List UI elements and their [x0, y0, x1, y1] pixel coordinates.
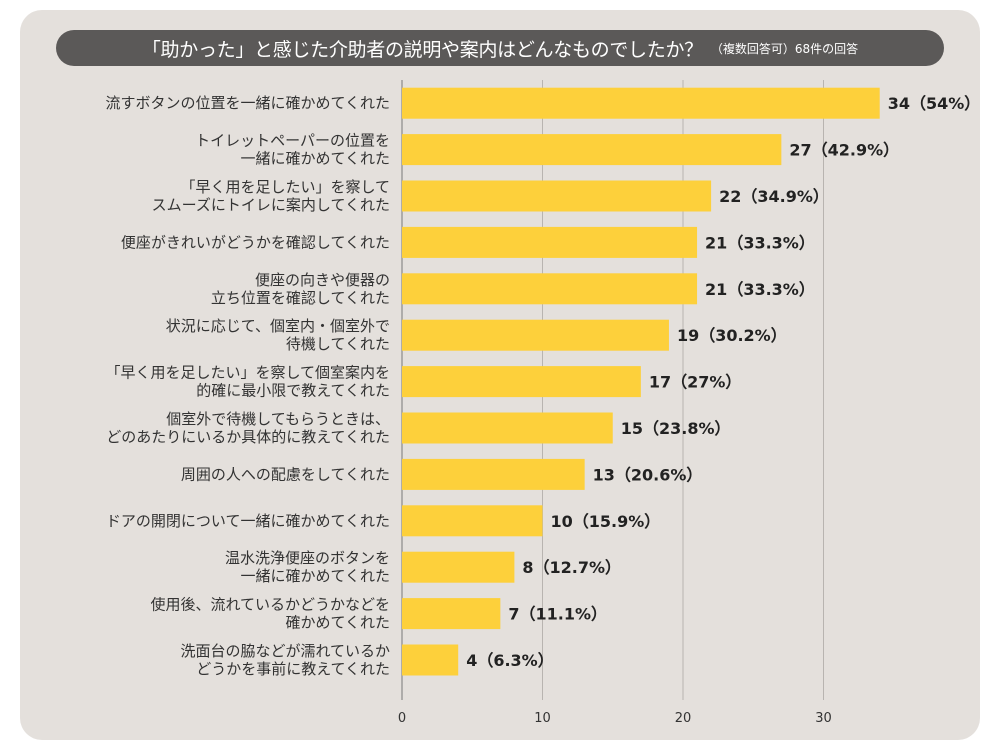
- category-label: 使用後、流れているかどうかなどを: [150, 596, 390, 614]
- value-labels: 34（54%） 27（42.9%） 22（34.9%） 21（33.3%） 21（33.…: [466, 94, 980, 670]
- data-label: 4（6.3%）: [466, 651, 554, 670]
- category-label: 「早く用を足したい」を察して個室案内を: [105, 364, 390, 382]
- data-label: 19（30.2%）: [677, 326, 787, 345]
- data-label: 10（15.9%）: [551, 512, 661, 531]
- x-axis-ticks: 0 10 20 30: [398, 711, 832, 726]
- x-tick-label: 20: [675, 711, 692, 726]
- data-label: 17（27%）: [649, 373, 742, 392]
- bar: [402, 644, 459, 676]
- category-label: トイレットペーパーの位置を: [195, 132, 390, 150]
- data-label: 7（11.1%）: [508, 605, 607, 624]
- category-label: 「早く用を足したい」を察して: [180, 178, 390, 196]
- category-label: 洗面台の脇などが濡れているか: [180, 642, 390, 660]
- category-label: 便座がきれいがどうかを確認してくれた: [121, 233, 390, 251]
- bar: [402, 226, 698, 258]
- category-label: 便座の向きや便器の: [255, 271, 390, 289]
- data-label: 27（42.9%）: [789, 141, 899, 160]
- data-label: 22（34.9%）: [719, 187, 829, 206]
- category-label: 一緒に確かめてくれた: [240, 567, 390, 585]
- data-label: 15（23.8%）: [621, 419, 731, 438]
- category-label: 状況に応じて、個室内・個室外で: [166, 317, 390, 335]
- x-tick-label: 0: [398, 711, 406, 726]
- bar: [402, 505, 543, 537]
- bar: [402, 551, 515, 583]
- category-label: 流すボタンの位置を一緒に確かめてくれた: [105, 94, 390, 112]
- x-tick-label: 30: [815, 711, 832, 726]
- bar: [402, 598, 501, 630]
- category-label: 一緒に確かめてくれた: [240, 150, 390, 168]
- data-label: 21（33.3%）: [705, 280, 815, 299]
- category-label: 的確に最小限で教えてくれた: [196, 382, 390, 400]
- bar: [402, 180, 712, 212]
- bar: [402, 458, 585, 490]
- category-label: どうかを事前に教えてくれた: [196, 660, 390, 678]
- chart-title-bar: 「助かった」と感じた介助者の説明や案内はどんなものでしたか？ （複数回答可）68…: [56, 30, 944, 66]
- category-labels: 流すボタンの位置を一緒に確かめてくれたトイレットペーパーの位置を一緒に確かめてく…: [105, 94, 390, 678]
- category-label: 個室外で待機してもらうときは、: [166, 410, 390, 428]
- data-label: 21（33.3%）: [705, 233, 815, 252]
- bars: [402, 87, 880, 676]
- bar: [402, 366, 641, 398]
- data-label: 13（20.6%）: [593, 465, 703, 484]
- chart-subtitle: （複数回答可）68件の回答: [710, 41, 859, 56]
- category-label: 周囲の人への配慮をしてくれた: [181, 465, 390, 483]
- category-label: 待機してくれた: [286, 335, 390, 353]
- category-label: どのあたりにいるか具体的に教えてくれた: [106, 428, 390, 446]
- x-tick-label: 10: [534, 711, 551, 726]
- category-label: 温水洗浄便座のボタンを: [225, 549, 390, 567]
- bar: [402, 134, 782, 166]
- data-label: 34（54%）: [888, 94, 981, 113]
- category-label: スムーズにトイレに案内してくれた: [152, 196, 390, 214]
- bar: [402, 319, 669, 351]
- category-label: 確かめてくれた: [285, 614, 390, 632]
- bar: [402, 273, 698, 305]
- data-label: 8（12.7%）: [522, 558, 621, 577]
- category-label: ドアの開閉について一緒に確かめてくれた: [106, 512, 390, 530]
- chart-title: 「助かった」と感じた介助者の説明や案内はどんなものでしたか？: [141, 38, 703, 61]
- category-label: 立ち位置を確認してくれた: [211, 289, 390, 307]
- bar: [402, 87, 880, 119]
- bar: [402, 412, 613, 444]
